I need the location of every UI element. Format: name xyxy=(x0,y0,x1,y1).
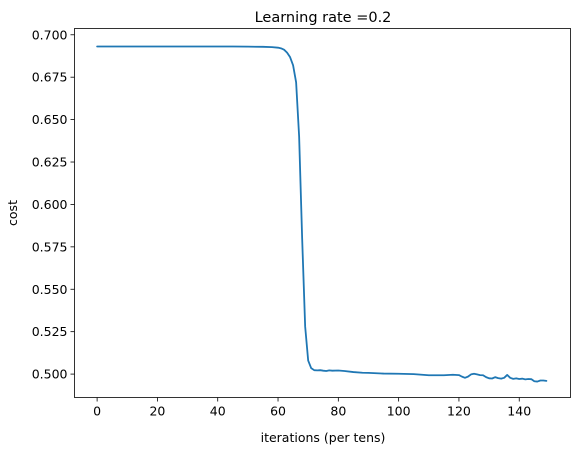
x-axis-label: iterations (per tens) xyxy=(261,430,386,445)
x-tick-label: 80 xyxy=(330,404,346,419)
chart-title: Learning rate =0.2 xyxy=(255,10,392,26)
x-tick-label: 20 xyxy=(149,404,165,419)
y-tick-label: 0.500 xyxy=(32,367,68,382)
x-tick-label: 0 xyxy=(93,404,101,419)
y-tick-label: 0.675 xyxy=(32,70,68,85)
series-line xyxy=(96,45,548,383)
y-axis-label: cost xyxy=(5,200,20,226)
plot-area-frame xyxy=(74,28,571,398)
x-axis-ticks: 0 20 40 60 80 100 120 140 xyxy=(93,397,531,419)
x-tick-label: 100 xyxy=(387,404,411,419)
x-tick-label: 40 xyxy=(210,404,226,419)
x-tick-label: 140 xyxy=(507,404,531,419)
y-axis-ticks: 0.500 0.525 0.550 0.575 0.600 0.625 0.650 0.675… xyxy=(32,27,75,382)
y-tick-label: 0.550 xyxy=(32,282,68,297)
x-tick-label: 120 xyxy=(447,404,471,419)
y-tick-label: 0.625 xyxy=(32,155,68,170)
y-tick-label: 0.525 xyxy=(32,324,68,339)
y-tick-label: 0.600 xyxy=(32,197,68,212)
y-tick-label: 0.650 xyxy=(32,112,68,127)
y-tick-label: 0.700 xyxy=(32,27,68,42)
y-tick-label: 0.575 xyxy=(32,239,68,254)
x-tick-label: 60 xyxy=(270,404,286,419)
